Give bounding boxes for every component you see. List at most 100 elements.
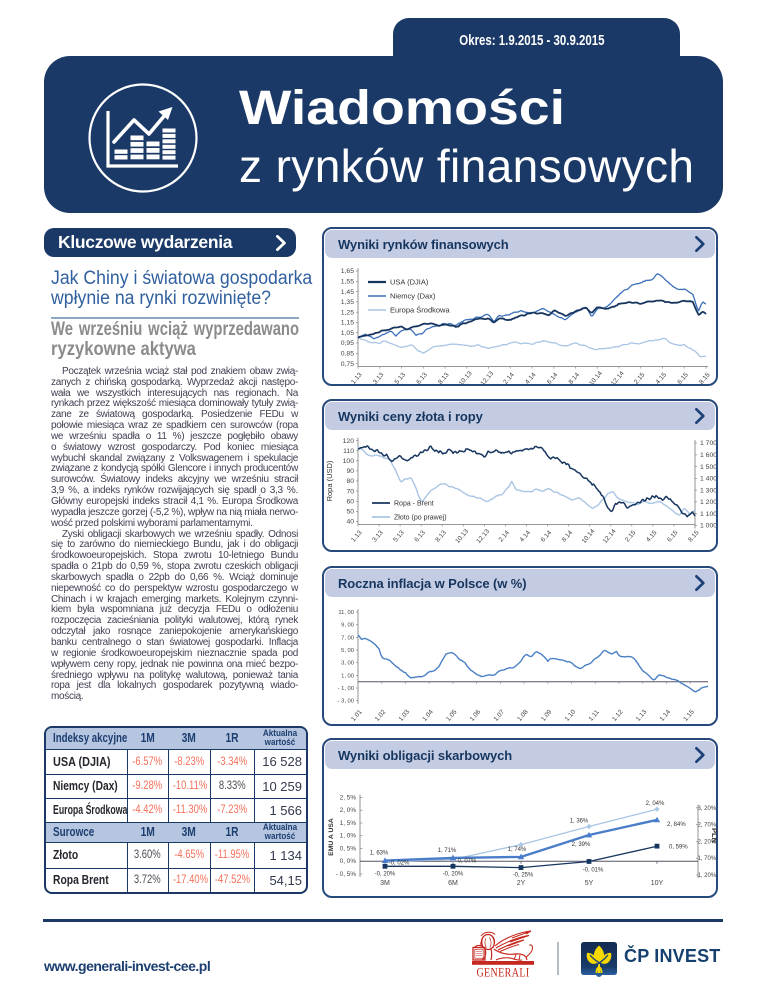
svg-text:1.07: 1.07: [493, 708, 507, 722]
svg-text:1.13: 1.13: [350, 371, 364, 384]
svg-text:6.13: 6.13: [415, 371, 429, 384]
svg-text:Ropa - Brent: Ropa - Brent: [394, 501, 434, 508]
svg-text:8.15: 8.15: [687, 529, 701, 543]
svg-text:1.05: 1.05: [445, 708, 459, 722]
svg-text:-0, 01%: -0, 01%: [583, 868, 604, 874]
svg-text:Niemcy (Dax): Niemcy (Dax): [390, 292, 436, 301]
svg-text:5Y: 5Y: [585, 880, 594, 887]
svg-text:8.15: 8.15: [698, 371, 712, 384]
svg-text:1.13: 1.13: [350, 529, 364, 543]
svg-text:6.15: 6.15: [666, 529, 680, 543]
svg-text:4.14: 4.14: [519, 529, 533, 543]
svg-text:1.15: 1.15: [682, 708, 696, 722]
svg-text:11, 00: 11, 00: [338, 610, 354, 616]
svg-text:1,05: 1,05: [341, 330, 354, 337]
svg-text:2, 04%: 2, 04%: [646, 801, 665, 807]
svg-text:6.15: 6.15: [676, 371, 690, 384]
svg-text:-0, 20%: -0, 20%: [375, 871, 396, 877]
svg-text:6.14: 6.14: [540, 529, 554, 543]
svg-text:2, 0%: 2, 0%: [340, 807, 357, 814]
svg-text:10.14: 10.14: [588, 370, 604, 384]
svg-text:4.14: 4.14: [524, 371, 538, 384]
svg-text:2.15: 2.15: [633, 371, 647, 384]
svg-text:100: 100: [343, 458, 355, 465]
svg-text:5.13: 5.13: [392, 529, 406, 543]
svg-text:0,95: 0,95: [341, 340, 354, 347]
svg-text:2, 5%: 2, 5%: [340, 794, 357, 801]
svg-text:Europa Środkowa: Europa Środkowa: [390, 306, 450, 315]
svg-text:12.14: 12.14: [610, 370, 626, 384]
svg-text:2, 20%: 2, 20%: [698, 839, 717, 845]
svg-text:0, 07%: 0, 07%: [458, 858, 477, 864]
svg-text:12.13: 12.13: [475, 528, 491, 545]
svg-text:2.15: 2.15: [624, 529, 638, 543]
svg-text:Złoto (po prawej): Złoto (po prawej): [394, 515, 447, 522]
svg-text:0, 0%: 0, 0%: [340, 858, 357, 865]
svg-text:- 3, 00: - 3, 00: [338, 699, 354, 705]
svg-text:1,45: 1,45: [341, 289, 354, 296]
svg-text:1.02: 1.02: [374, 708, 388, 722]
svg-text:- 1, 00: - 1, 00: [338, 686, 354, 692]
svg-text:- 0, 5%: - 0, 5%: [336, 871, 357, 878]
svg-text:10.13: 10.13: [458, 370, 474, 384]
svg-text:5, 00: 5, 00: [341, 648, 354, 654]
svg-text:-0, 20%: -0, 20%: [443, 871, 464, 877]
svg-text:GENERALI: GENERALI: [476, 967, 529, 980]
svg-text:6.14: 6.14: [546, 371, 560, 384]
svg-text:1 000: 1 000: [700, 523, 716, 530]
svg-text:2, 39%: 2, 39%: [572, 842, 591, 848]
svg-text:1.06: 1.06: [469, 708, 483, 722]
svg-text:6M: 6M: [448, 880, 458, 887]
svg-text:2, 84%: 2, 84%: [667, 822, 686, 828]
svg-text:2, 70%: 2, 70%: [698, 823, 717, 829]
svg-text:1 300: 1 300: [700, 487, 716, 494]
svg-text:5.13: 5.13: [394, 371, 408, 384]
svg-text:1 700: 1 700: [700, 440, 716, 447]
svg-text:1.03: 1.03: [398, 708, 412, 722]
svg-text:0, 59%: 0, 59%: [669, 845, 688, 851]
svg-text:1 200: 1 200: [700, 499, 716, 506]
svg-text:1,15: 1,15: [341, 320, 354, 327]
svg-text:3.13: 3.13: [371, 529, 385, 543]
svg-text:1.10: 1.10: [564, 708, 578, 722]
svg-text:10Y: 10Y: [651, 880, 664, 887]
svg-text:2Y: 2Y: [517, 880, 526, 887]
svg-text:60: 60: [346, 498, 354, 505]
svg-text:1.04: 1.04: [421, 708, 435, 722]
svg-text:9, 00: 9, 00: [341, 623, 354, 629]
svg-text:3, 00: 3, 00: [341, 661, 354, 667]
svg-text:50: 50: [346, 509, 354, 516]
svg-text:1, 20%: 1, 20%: [698, 873, 717, 879]
svg-text:10.14: 10.14: [581, 528, 597, 545]
svg-text:40: 40: [346, 519, 354, 526]
svg-text:0, 5%: 0, 5%: [340, 845, 357, 852]
svg-text:1.14: 1.14: [659, 708, 673, 722]
svg-text:0,85: 0,85: [341, 351, 354, 358]
svg-text:1, 5%: 1, 5%: [340, 820, 357, 827]
svg-text:1, 00: 1, 00: [341, 673, 354, 679]
svg-text:90: 90: [346, 468, 354, 475]
svg-text:3, 20%: 3, 20%: [698, 806, 717, 812]
svg-text:Ropa (USD): Ropa (USD): [325, 460, 334, 501]
svg-text:2.14: 2.14: [498, 529, 512, 543]
svg-text:1.08: 1.08: [516, 708, 530, 722]
svg-text:8.14: 8.14: [561, 529, 575, 543]
svg-text:4.15: 4.15: [645, 529, 659, 543]
svg-text:1,25: 1,25: [341, 309, 354, 316]
svg-text:80: 80: [346, 478, 354, 485]
svg-text:1.13: 1.13: [635, 708, 649, 722]
svg-text:1 600: 1 600: [700, 452, 716, 459]
svg-text:-0, 25%: -0, 25%: [513, 873, 534, 879]
svg-text:1,65: 1,65: [341, 268, 354, 275]
svg-text:10.13: 10.13: [454, 528, 470, 545]
svg-text:0,75: 0,75: [341, 361, 354, 368]
svg-text:70: 70: [346, 488, 354, 495]
svg-text:1, 63%: 1, 63%: [370, 851, 389, 857]
svg-text:1, 0%: 1, 0%: [340, 833, 357, 840]
svg-text:3M: 3M: [380, 880, 390, 887]
svg-text:1 100: 1 100: [700, 511, 716, 518]
svg-text:4.15: 4.15: [655, 371, 669, 384]
svg-text:2.14: 2.14: [502, 371, 516, 384]
svg-text:6.13: 6.13: [413, 529, 427, 543]
svg-text:8.13: 8.13: [437, 371, 451, 384]
